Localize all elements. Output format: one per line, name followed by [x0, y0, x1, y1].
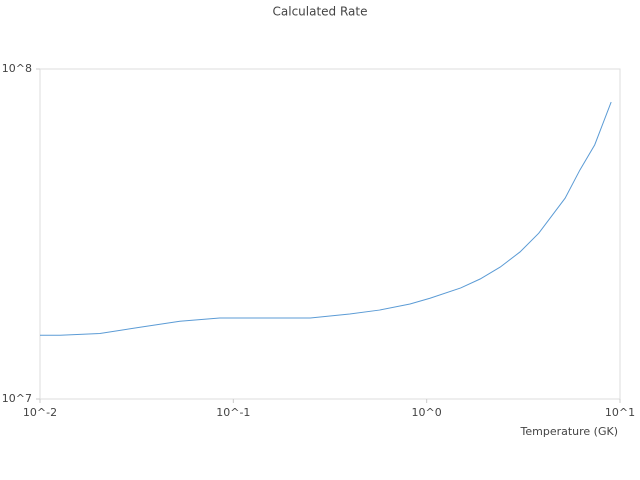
x-tick-label: 10^-2 [23, 406, 57, 419]
x-tick-label: 10^1 [605, 406, 635, 419]
x-tick-label: 10^-1 [216, 406, 250, 419]
chart-title: Calculated Rate [273, 5, 368, 19]
y-tick-label: 10^7 [2, 392, 32, 405]
x-tick-label: 10^0 [412, 406, 442, 419]
plot-frame [39, 68, 621, 400]
y-tick-label: 10^8 [2, 62, 32, 75]
data-line [40, 101, 612, 336]
x-axis-label: Temperature (GK) [520, 425, 619, 438]
